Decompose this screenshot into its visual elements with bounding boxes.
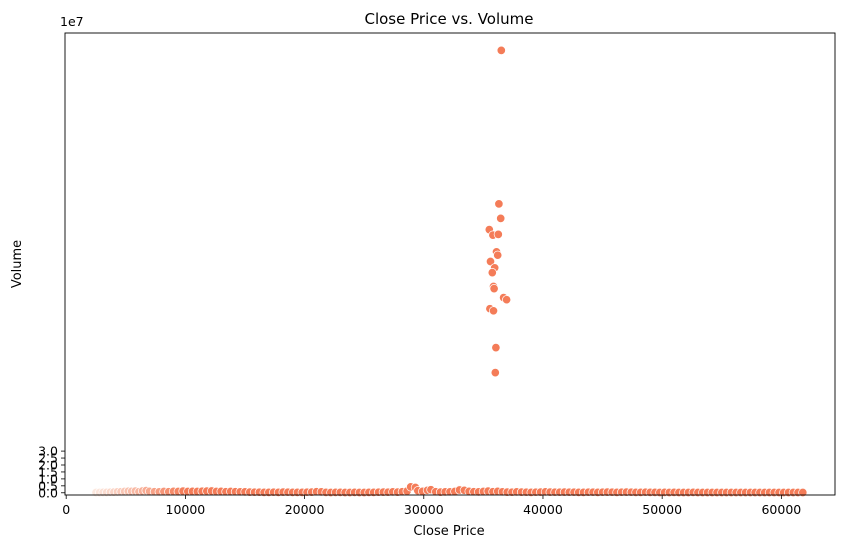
- x-tick-label: 0: [62, 502, 70, 517]
- y-tick-label: 2.5: [38, 451, 58, 466]
- data-point: [489, 284, 499, 294]
- y-offset-label: 1e7: [60, 14, 84, 29]
- y-tick-label: 0.0: [38, 485, 58, 500]
- y-tick-label: 2.0: [38, 457, 58, 472]
- x-axis-label: Close Price: [413, 524, 484, 539]
- data-point: [496, 45, 506, 55]
- data-point: [502, 295, 512, 305]
- data-point: [493, 250, 503, 260]
- x-tick-label: 60000: [761, 502, 801, 517]
- x-tick-label: 20000: [285, 502, 325, 517]
- plot-frame: [64, 32, 836, 496]
- x-tick-label: 40000: [523, 502, 563, 517]
- chart-title: Close Price vs. Volume: [364, 10, 533, 28]
- x-axis-ticks: 0 10000 20000 30000 40000 50000 60000: [62, 495, 801, 517]
- y-tick-label: 1.5: [38, 464, 58, 479]
- y-tick-label: 1.0: [38, 471, 58, 486]
- x-tick-label: 50000: [642, 502, 682, 517]
- y-axis-label: Volume: [10, 240, 25, 288]
- data-point: [490, 368, 500, 378]
- data-point: [485, 256, 496, 267]
- data-point: [491, 343, 501, 353]
- y-tick-label: 0.5: [38, 478, 58, 493]
- x-tick-label: 10000: [166, 502, 206, 517]
- data-point: [488, 306, 499, 316]
- y-tick-label: 3.0: [38, 444, 58, 459]
- data-point: [496, 213, 506, 223]
- data-point: [487, 268, 497, 278]
- data-point: [494, 199, 504, 209]
- x-tick-label: 30000: [404, 502, 444, 517]
- y-axis-ticks: 0.00.51.01.52.02.53.0: [38, 444, 65, 500]
- points-layer: [91, 45, 808, 498]
- data-point: [493, 229, 503, 239]
